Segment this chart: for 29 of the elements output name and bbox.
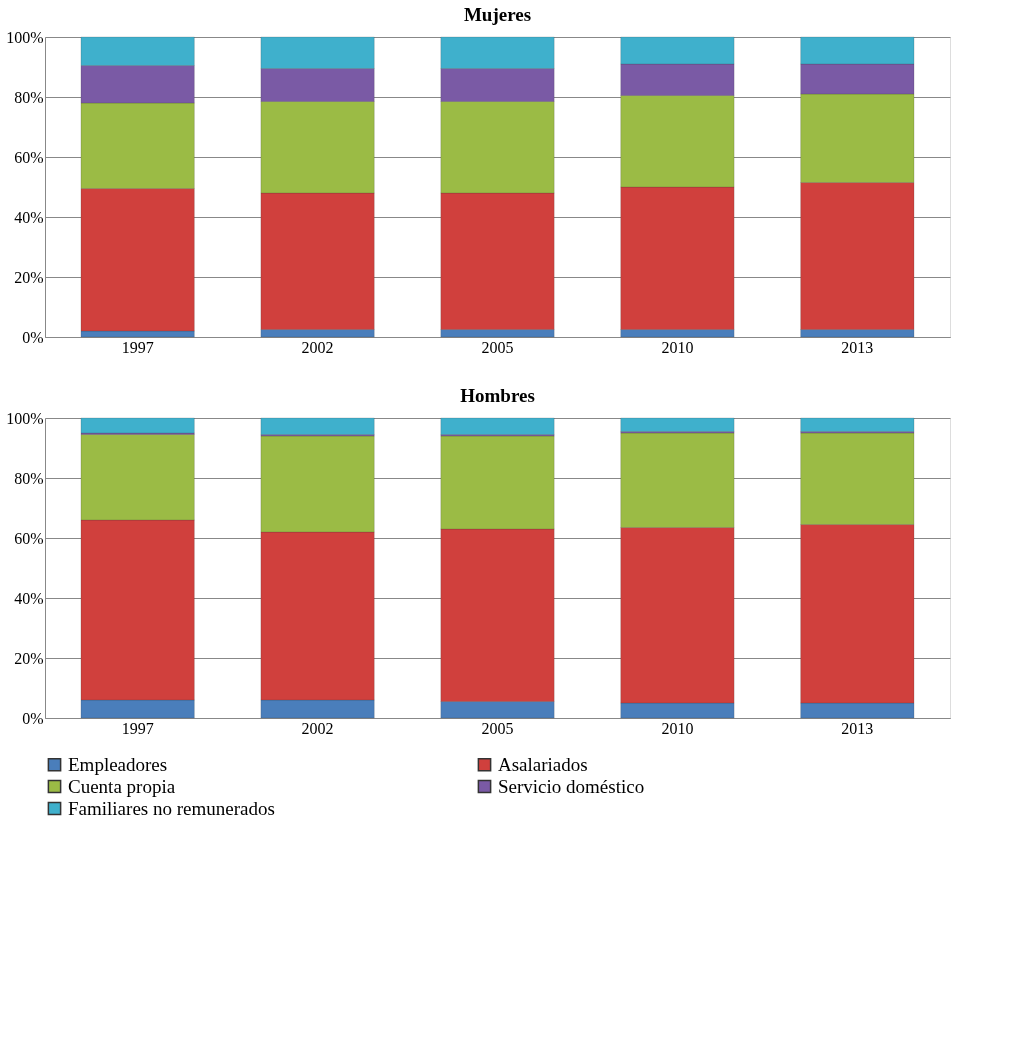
legend-label: Empleadores: [68, 753, 168, 775]
y-tick-label: 100%: [6, 409, 44, 427]
y-tick-label: 20%: [14, 649, 44, 667]
y-tick-label: 0%: [22, 328, 44, 346]
x-tick-label: 2005: [481, 338, 514, 356]
y-tick-label: 60%: [14, 529, 44, 547]
y-tick-label: 100%: [6, 28, 44, 46]
y-tick-label: 0%: [22, 709, 44, 727]
x-tick-label: 2005: [481, 719, 514, 737]
x-tick-label: 1997: [121, 719, 154, 737]
chart-title: Mujeres: [463, 4, 532, 25]
x-tick-label: 2013: [841, 719, 874, 737]
x-tick-label: 1997: [121, 338, 154, 356]
legend-label: Asalariados: [498, 753, 588, 775]
y-tick-label: 80%: [14, 88, 44, 106]
y-tick-label: 60%: [14, 148, 44, 166]
y-tick-label: 20%: [14, 268, 44, 286]
legend-label: Familiares no remunerados: [68, 797, 275, 819]
x-tick-label: 2002: [301, 719, 334, 737]
chart-title: Hombres: [460, 385, 535, 406]
y-tick-label: 40%: [14, 589, 44, 607]
x-tick-label: 2010: [661, 338, 694, 356]
legend-label: Cuenta propia: [68, 775, 176, 797]
y-tick-label: 40%: [14, 208, 44, 226]
x-tick-label: 2002: [301, 338, 334, 356]
x-tick-label: 2010: [661, 719, 694, 737]
y-tick-label: 80%: [14, 469, 44, 487]
legend-label: Servicio doméstico: [498, 775, 645, 797]
x-tick-label: 2013: [841, 338, 874, 356]
